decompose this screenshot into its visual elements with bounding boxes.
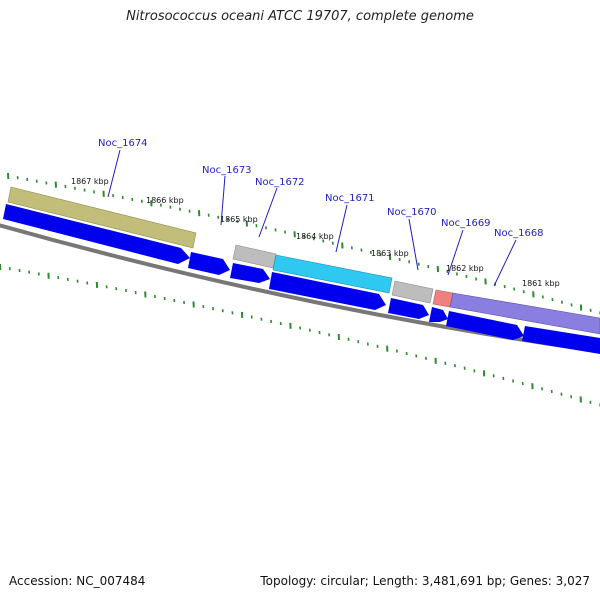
kbp-label-1861: 1861 kbp xyxy=(522,279,560,288)
feature-track xyxy=(7,186,600,335)
kbp-label-1866: 1866 kbp xyxy=(146,196,184,205)
feature-band-noc-1674[interactable] xyxy=(7,186,197,249)
gene-label-noc-1668[interactable]: Noc_1668 xyxy=(494,228,544,239)
kbp-label-1867: 1867 kbp xyxy=(71,177,109,186)
gene-arrow-noc-1671[interactable] xyxy=(269,272,386,310)
feature-band-noc-1672[interactable] xyxy=(272,254,393,294)
leader-noc-1670 xyxy=(408,218,419,271)
kbp-label-1862: 1862 kbp xyxy=(446,264,484,273)
gene-label-noc-1669[interactable]: Noc_1669 xyxy=(441,218,491,229)
gene-arrow-noc-1669[interactable] xyxy=(429,307,448,322)
gene-arrow-noc-1668[interactable] xyxy=(446,311,524,340)
gene-arrow-noc-1672[interactable] xyxy=(230,263,270,283)
feature-band-noc-1670[interactable] xyxy=(432,289,454,308)
leader-noc-1673 xyxy=(220,175,226,226)
inner-scale-ticks xyxy=(0,263,600,407)
kbp-label-1865: 1865 kbp xyxy=(220,215,258,224)
genome-backbone xyxy=(0,223,600,354)
gene-label-noc-1674[interactable]: Noc_1674 xyxy=(98,138,148,149)
leader-noc-1668 xyxy=(493,239,517,287)
leader-noc-1672 xyxy=(258,187,278,238)
kbp-label-1863: 1863 kbp xyxy=(371,249,409,258)
gene-arrow-noc-1673[interactable] xyxy=(188,252,230,275)
gene-arrow-track xyxy=(3,204,600,354)
outer-scale-ticks xyxy=(7,172,600,315)
gene-arrow-noc-1670[interactable] xyxy=(388,298,429,319)
genome-summary-text: Topology: circular; Length: 3,481,691 bp… xyxy=(260,574,590,588)
leader-noc-1671 xyxy=(335,204,348,253)
leader-noc-1674 xyxy=(107,149,121,198)
feature-band-noc-1673[interactable] xyxy=(232,244,277,269)
gene-label-noc-1670[interactable]: Noc_1670 xyxy=(387,207,437,218)
map-title: Nitrosococcus oceani ATCC 19707, complet… xyxy=(126,9,474,24)
leader-noc-1669 xyxy=(447,229,464,276)
kbp-label-1864: 1864 kbp xyxy=(296,232,334,241)
gene-label-leaders xyxy=(107,149,517,287)
gene-arrow-noc-1667[interactable] xyxy=(522,326,600,354)
gene-label-noc-1672[interactable]: Noc_1672 xyxy=(255,177,305,188)
gene-arrow-noc-1674[interactable] xyxy=(3,204,190,264)
feature-band-noc-1671[interactable] xyxy=(391,280,434,304)
gene-label-noc-1671[interactable]: Noc_1671 xyxy=(325,193,375,204)
gene-label-noc-1673[interactable]: Noc_1673 xyxy=(202,165,252,176)
accession-text: Accession: NC_007484 xyxy=(9,574,146,588)
feature-band-noc-1669[interactable] xyxy=(449,292,600,335)
